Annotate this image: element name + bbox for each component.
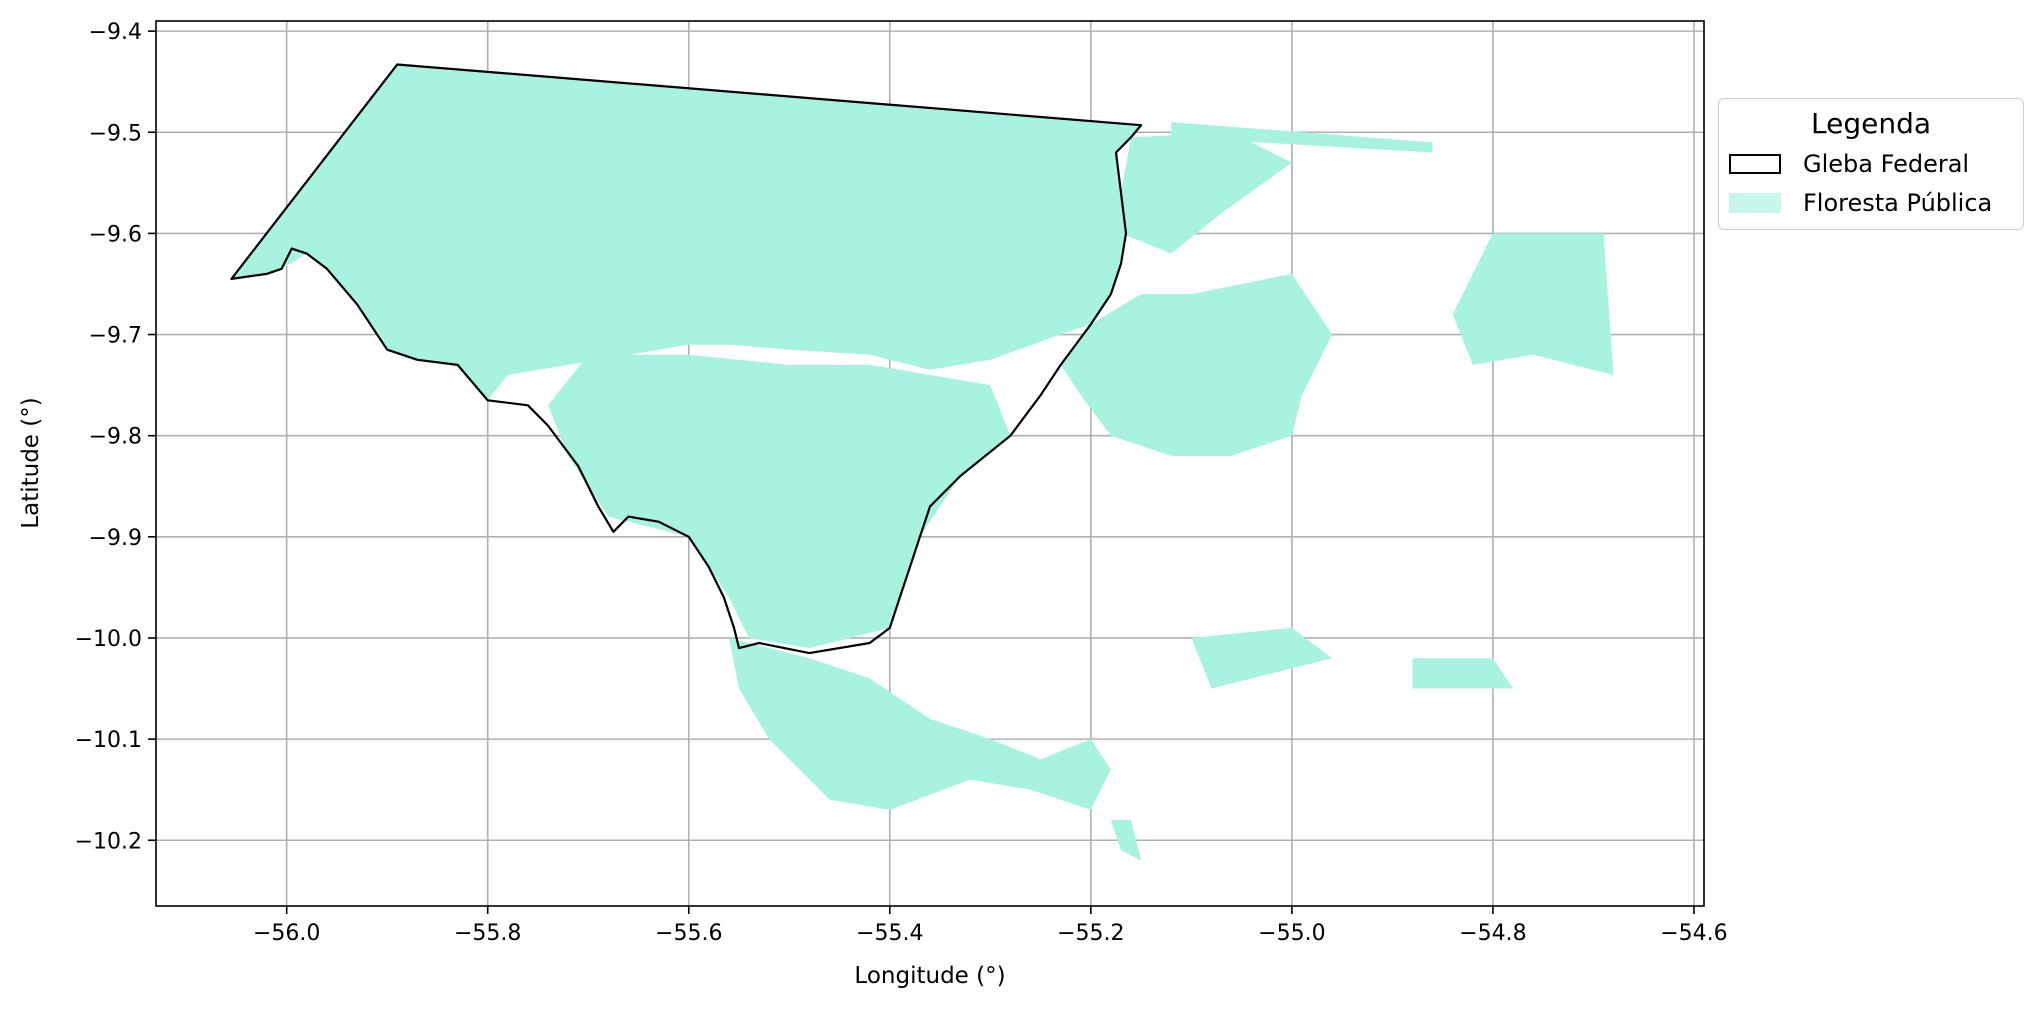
floresta-publica-fragment-8 bbox=[1110, 820, 1142, 861]
floresta-publica-fragment-1 bbox=[1121, 132, 1292, 254]
y-axis-label: Latitude (°) bbox=[18, 397, 44, 528]
y-tick-label-0: −9.4 bbox=[89, 20, 142, 45]
gleba-federal-layer bbox=[230, 63, 1143, 655]
legend-item-floresta-publica: Floresta Pública bbox=[1729, 188, 1992, 218]
plot-frame bbox=[155, 20, 1705, 907]
floresta-publica-fragment-7 bbox=[1412, 658, 1513, 689]
x-tick-label-5: −55.0 bbox=[1258, 921, 1325, 946]
y-tick-label-1: −9.5 bbox=[89, 121, 142, 146]
y-tick-label-6: −10.0 bbox=[75, 627, 142, 652]
x-tick-label-2: −55.6 bbox=[655, 921, 722, 946]
x-tick-label-3: −55.4 bbox=[856, 921, 923, 946]
legend: Legenda Gleba Federal Floresta Pública bbox=[1718, 98, 2024, 230]
x-axis-ticks: −56.0 −55.8 −55.6 −55.4 −55.2 −55.0 −54.8 −54.6 bbox=[253, 906, 1728, 946]
x-tick-label-6: −54.8 bbox=[1459, 921, 1526, 946]
y-tick-label-2: −9.6 bbox=[89, 222, 142, 247]
y-tick-label-5: −9.9 bbox=[89, 526, 142, 551]
x-tick-label-1: −55.8 bbox=[454, 921, 521, 946]
y-tick-label-8: −10.2 bbox=[75, 829, 142, 854]
floresta-publica-fragment-6 bbox=[1191, 627, 1333, 689]
y-tick-label-7: −10.1 bbox=[75, 728, 142, 753]
floresta-publica-main-area bbox=[231, 64, 1142, 401]
legend-swatch-outline bbox=[1729, 154, 1781, 174]
x-axis-label: Longitude (°) bbox=[854, 963, 1005, 989]
gleba-federal-boundary bbox=[230, 63, 1143, 655]
floresta-publica-fragment-4 bbox=[548, 354, 1011, 649]
legend-item-gleba-federal: Gleba Federal bbox=[1729, 149, 1969, 179]
floresta-publica-fragment-2 bbox=[1171, 122, 1433, 153]
y-tick-label-4: −9.8 bbox=[89, 425, 142, 450]
legend-title: Legenda bbox=[1810, 107, 1931, 140]
floresta-publica-fragment-3 bbox=[1452, 233, 1614, 375]
floresta-publica-layer bbox=[231, 64, 1614, 861]
x-tick-label-4: −55.2 bbox=[1057, 921, 1124, 946]
x-tick-label-0: −56.0 bbox=[253, 921, 320, 946]
legend-label-gleba-federal: Gleba Federal bbox=[1803, 150, 1970, 178]
legend-swatch-fill bbox=[1729, 193, 1781, 213]
floresta-publica-fragment-5 bbox=[729, 638, 1111, 810]
y-axis-ticks: −9.4 −9.5 −9.6 −9.7 −9.8 −9.9 −10.0 −10.1 −10.2 bbox=[75, 20, 156, 854]
y-tick-label-3: −9.7 bbox=[89, 324, 142, 349]
legend-label-floresta-publica: Floresta Pública bbox=[1803, 189, 1993, 217]
floresta-publica-fragment-0 bbox=[1060, 273, 1333, 456]
x-tick-label-7: −54.6 bbox=[1660, 921, 1727, 946]
